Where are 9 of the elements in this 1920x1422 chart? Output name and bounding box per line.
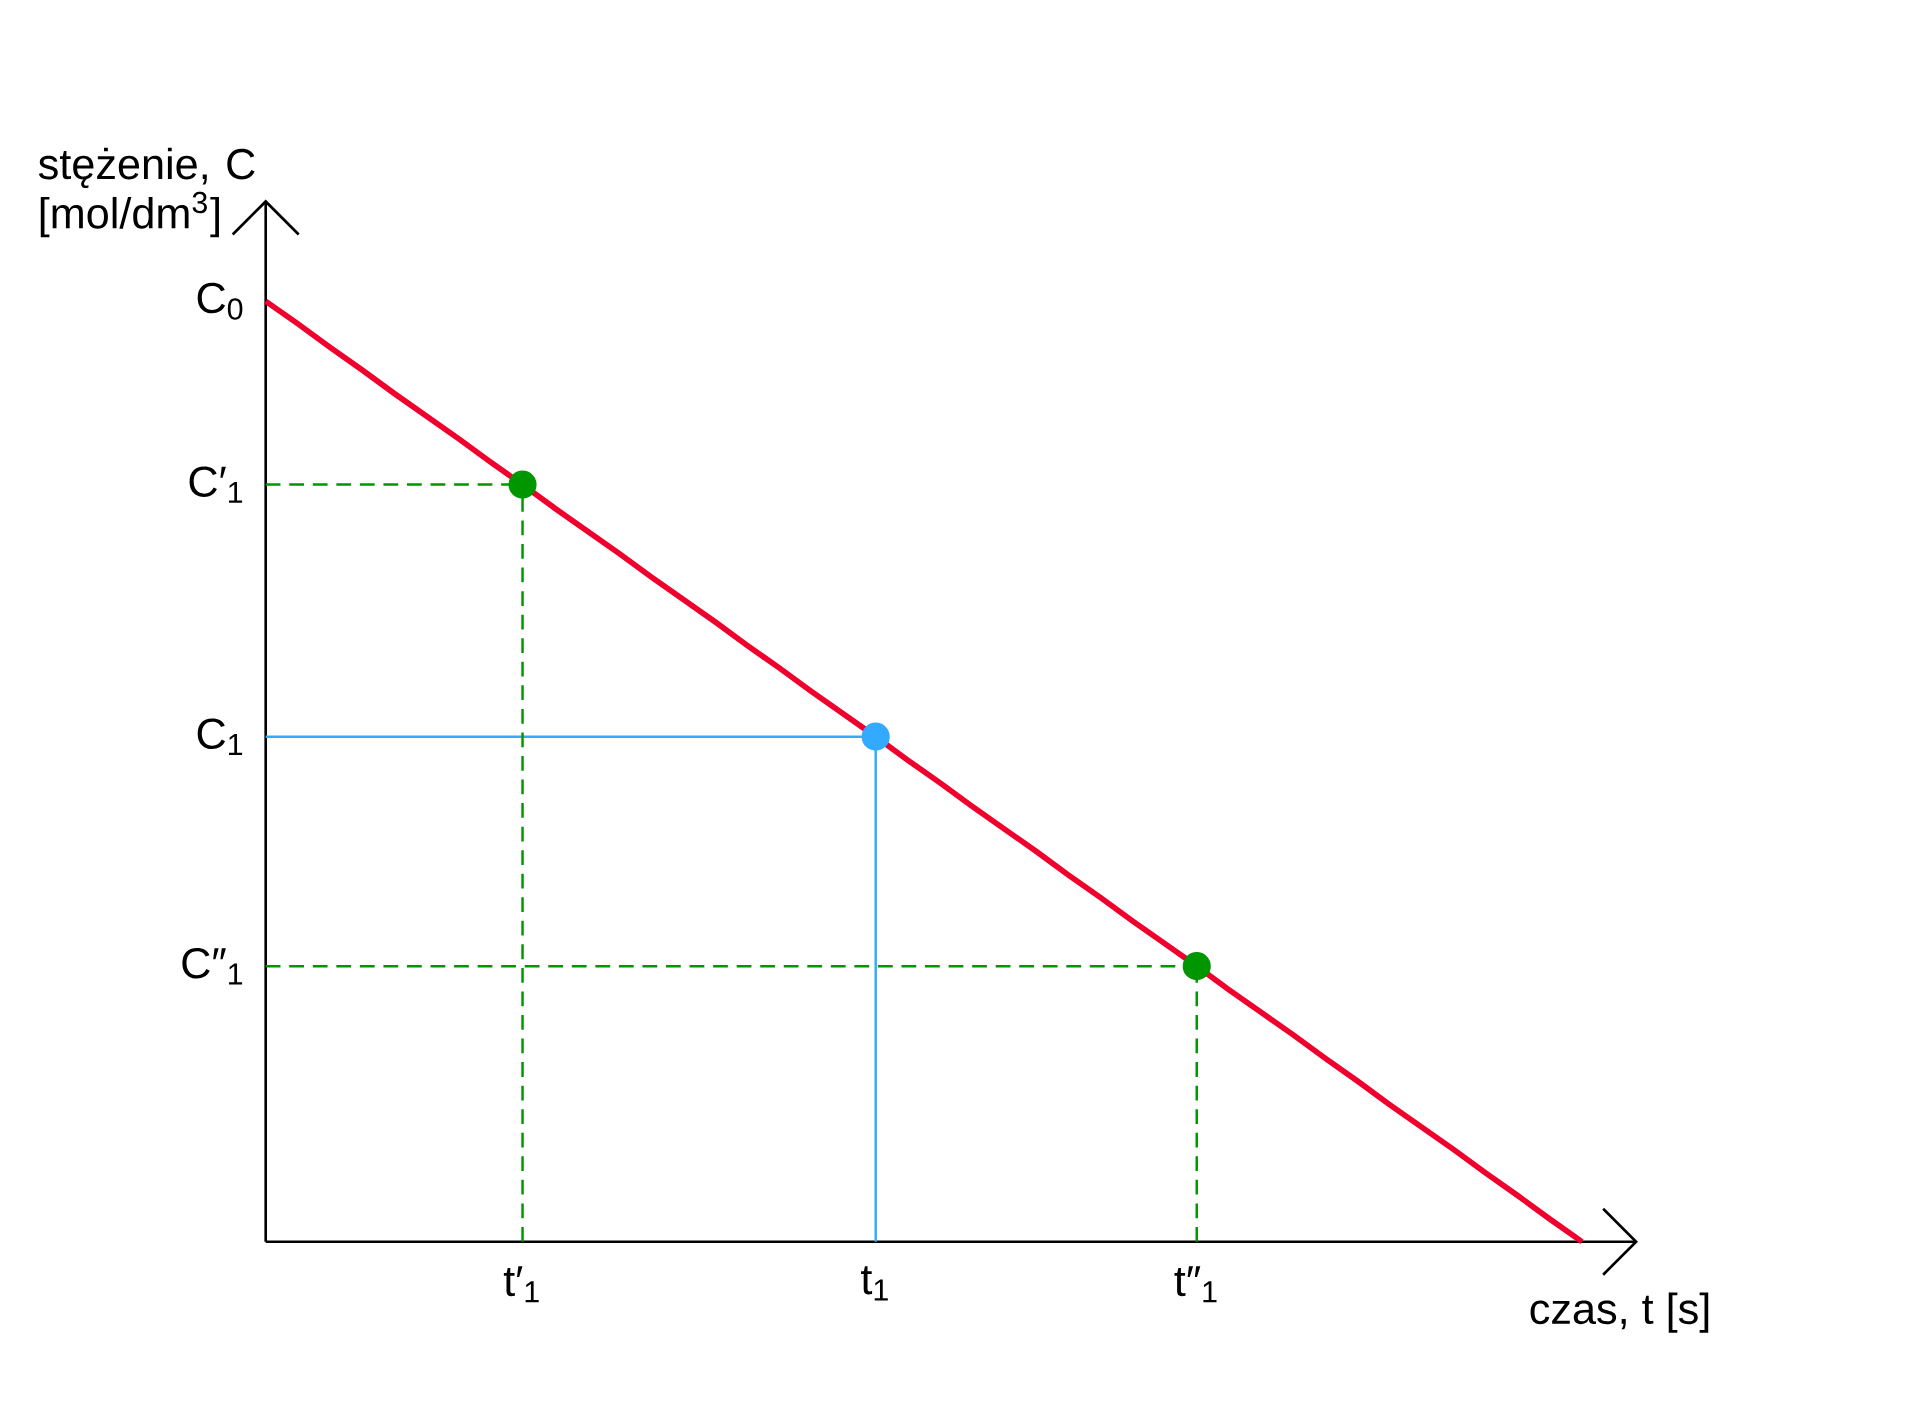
ref-line-label: C″$_{1}$ <box>182 947 243 985</box>
x-axis-title: czas, t [s] <box>1530 1292 1709 1333</box>
ref-line-label: C$_{1}$ <box>197 718 243 755</box>
x-tick-label: t″$_{1}$ <box>1174 1266 1217 1303</box>
y-axis-title: stężenie, C [mol/dm$^{3}$] <box>38 147 255 238</box>
text: C$_{0}$ <box>197 282 243 320</box>
ref-line-label: C′$_{1}$ <box>189 466 243 503</box>
x-tick-label: t′$_{1}$ <box>503 1266 539 1303</box>
x-tick-label: t$_{1}$ <box>861 1266 888 1301</box>
